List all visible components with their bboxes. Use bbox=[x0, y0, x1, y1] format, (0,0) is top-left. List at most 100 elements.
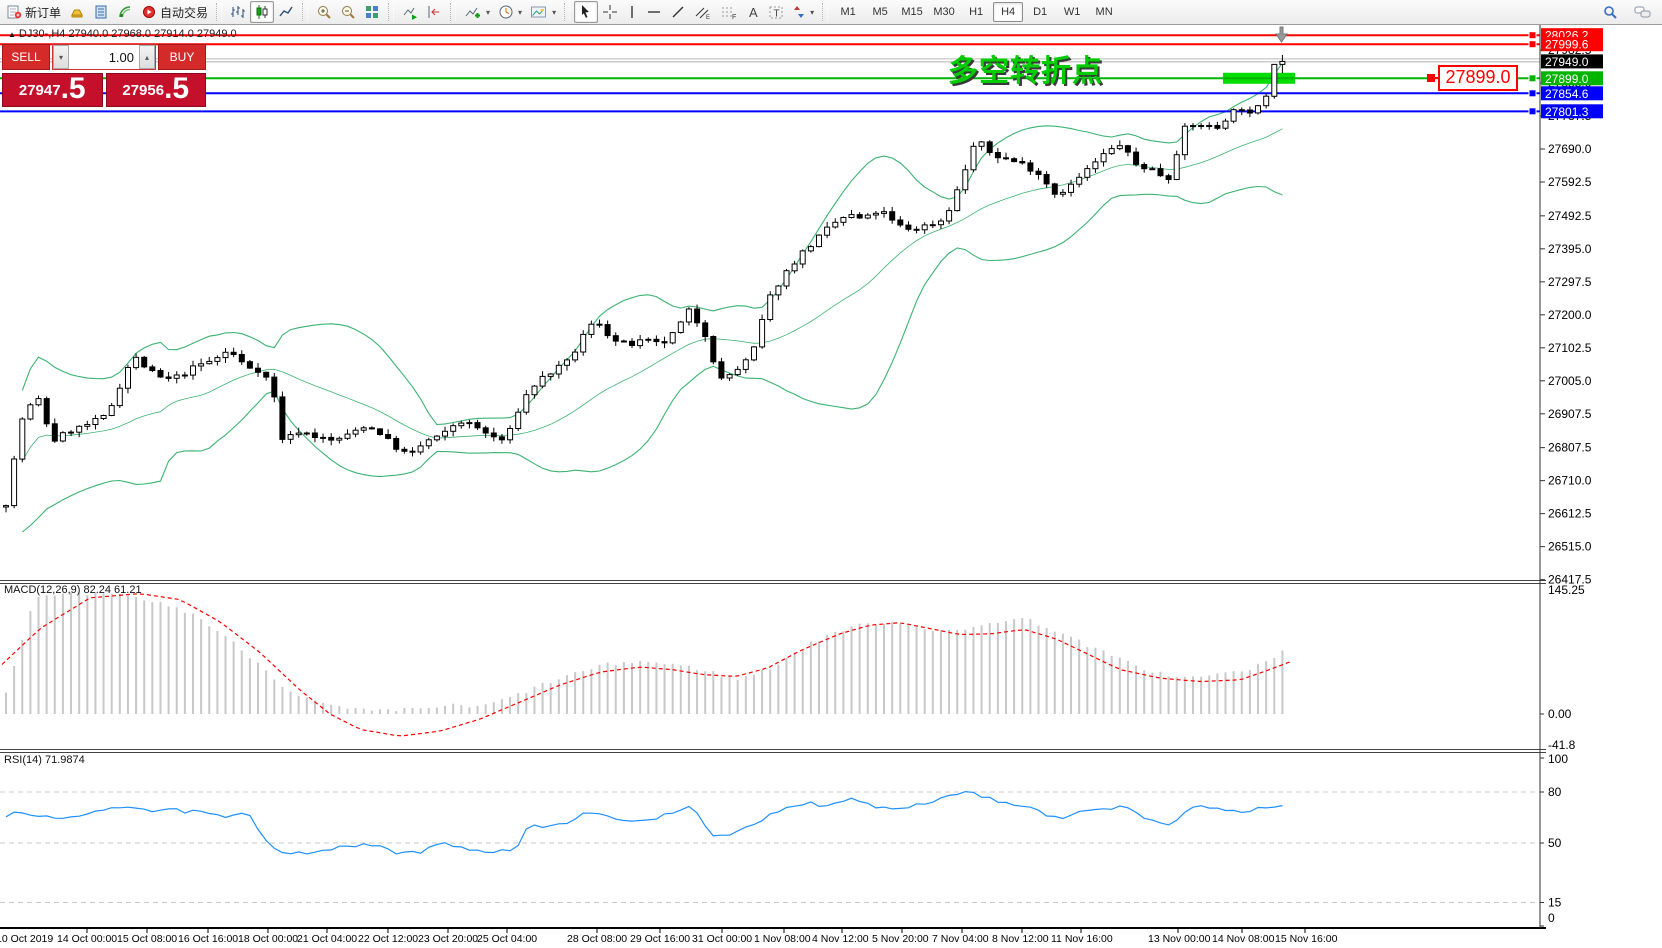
timeframe-d1[interactable]: D1 bbox=[1033, 6, 1048, 18]
auto-scroll-button[interactable] bbox=[398, 1, 422, 23]
profiles-button[interactable] bbox=[65, 1, 89, 23]
timeframe-m30[interactable]: M30 bbox=[933, 6, 955, 18]
sell-button[interactable]: SELL bbox=[2, 44, 50, 70]
macd-indicator-label: MACD(12,26,9) 82.24 61.21 bbox=[4, 584, 142, 596]
svg-text:26612.5: 26612.5 bbox=[1548, 507, 1592, 521]
symbol-marker-icon: ▲ bbox=[8, 30, 16, 39]
autotrading-button[interactable]: 自动交易 bbox=[137, 1, 212, 23]
volume-input[interactable]: 1.00 bbox=[69, 45, 139, 69]
toolbar-grip bbox=[388, 3, 395, 21]
autotrading-icon bbox=[141, 4, 157, 20]
svg-text:27297.5: 27297.5 bbox=[1548, 275, 1592, 289]
line-chart-button[interactable] bbox=[274, 1, 298, 23]
svg-text:28 Oct 08:00: 28 Oct 08:00 bbox=[567, 933, 627, 945]
toolbar-grip bbox=[450, 3, 457, 21]
bar-chart-button[interactable] bbox=[226, 1, 250, 23]
tile-windows-button[interactable] bbox=[360, 1, 384, 23]
templates-button[interactable]: ▾ bbox=[526, 1, 560, 23]
rsi-pane bbox=[0, 790, 1540, 903]
zoom-in-button[interactable] bbox=[312, 1, 336, 23]
toolbar-grip bbox=[302, 3, 309, 21]
down-arrow-object bbox=[1275, 26, 1288, 43]
svg-text:8 Nov 12:00: 8 Nov 12:00 bbox=[992, 933, 1049, 945]
timeframe-h1[interactable]: H1 bbox=[969, 6, 984, 18]
svg-text:21 Oct 04:00: 21 Oct 04:00 bbox=[297, 933, 357, 945]
zoom-out-button[interactable] bbox=[336, 1, 360, 23]
price-axis: 27982.527885.027787.527690.027592.527492… bbox=[1427, 24, 1662, 948]
timeframe-m1[interactable]: M1 bbox=[840, 6, 856, 18]
bollinger-bands bbox=[21, 62, 1283, 533]
svg-text:27949.0: 27949.0 bbox=[1545, 55, 1589, 69]
timeframe-mn[interactable]: MN bbox=[1095, 6, 1113, 18]
timeframe-w1[interactable]: W1 bbox=[1063, 6, 1081, 18]
svg-text:80: 80 bbox=[1548, 785, 1562, 799]
vertical-line-button[interactable] bbox=[622, 1, 642, 23]
signals-icon bbox=[117, 4, 133, 20]
search-icon[interactable] bbox=[1598, 1, 1622, 23]
channel-button[interactable]: E bbox=[690, 1, 716, 23]
svg-text:27395.0: 27395.0 bbox=[1548, 242, 1592, 256]
cursor-button[interactable] bbox=[574, 1, 599, 23]
svg-text:15 Nov 16:00: 15 Nov 16:00 bbox=[1275, 933, 1338, 945]
svg-text:23 Oct 20:00: 23 Oct 20:00 bbox=[418, 933, 478, 945]
svg-text:14 Nov 08:00: 14 Nov 08:00 bbox=[1212, 933, 1275, 945]
chat-icon[interactable] bbox=[1630, 1, 1656, 23]
new-order-button[interactable]: 新订单 bbox=[2, 1, 65, 23]
rsi-indicator-label: RSI(14) 71.9874 bbox=[4, 754, 85, 766]
trendline-button[interactable] bbox=[666, 1, 690, 23]
periods-button[interactable]: ▾ bbox=[494, 1, 526, 23]
horizontal-line-button[interactable] bbox=[642, 1, 666, 23]
fibonacci-button[interactable]: F bbox=[716, 1, 742, 23]
chart-header-text: DJ30-,H4 27940.0 27968.0 27914.0 27949.0 bbox=[18, 28, 237, 40]
svg-text:27690.0: 27690.0 bbox=[1548, 142, 1592, 156]
chart-canvas[interactable]: 27982.527885.027787.527690.027592.527492… bbox=[0, 24, 1662, 948]
svg-text:16 Oct 16:00: 16 Oct 16:00 bbox=[178, 933, 238, 945]
autotrading-label: 自动交易 bbox=[160, 5, 209, 20]
buy-button[interactable]: BUY bbox=[158, 44, 206, 70]
svg-text:E: E bbox=[706, 15, 710, 20]
market-watch-button[interactable] bbox=[89, 1, 113, 23]
market-watch-icon bbox=[93, 4, 109, 20]
timeframe-h4[interactable]: H4 bbox=[993, 2, 1024, 22]
text-button[interactable]: A bbox=[742, 1, 764, 23]
dropdown-caret: ▾ bbox=[552, 7, 557, 17]
toolbar-group-objects: E F A T ▾ bbox=[572, 1, 820, 23]
svg-text:100: 100 bbox=[1548, 752, 1568, 766]
svg-text:13 Nov 00:00: 13 Nov 00:00 bbox=[1148, 933, 1211, 945]
buy-price-box[interactable]: 27956.5 bbox=[105, 73, 206, 107]
price-callout-label[interactable]: 27899.0 bbox=[1438, 65, 1518, 91]
volume-spinner: ▾ 1.00 ▴ bbox=[52, 44, 156, 70]
indicators-button[interactable]: ▾ bbox=[460, 1, 494, 23]
timeframe-m5[interactable]: M5 bbox=[872, 6, 888, 18]
sell-price-box[interactable]: 27947.5 bbox=[2, 73, 103, 107]
timeframe-m15[interactable]: M15 bbox=[901, 6, 923, 18]
chart-shift-button[interactable] bbox=[422, 1, 446, 23]
toolbar-group-scroll bbox=[396, 1, 448, 23]
text-label-button[interactable]: T bbox=[764, 1, 788, 23]
profiles-icon bbox=[69, 4, 85, 20]
arrows-button[interactable]: ▾ bbox=[788, 1, 818, 23]
sell-price-frac: .5 bbox=[60, 72, 86, 105]
volume-increase-button[interactable]: ▴ bbox=[139, 45, 155, 69]
svg-text:50: 50 bbox=[1548, 836, 1562, 850]
svg-text:T: T bbox=[774, 9, 780, 20]
svg-text:F: F bbox=[732, 14, 736, 20]
crosshair-button[interactable] bbox=[598, 1, 622, 23]
volume-decrease-button[interactable]: ▾ bbox=[53, 45, 69, 69]
svg-text:29 Oct 16:00: 29 Oct 16:00 bbox=[630, 933, 690, 945]
svg-text:31 Oct 00:00: 31 Oct 00:00 bbox=[692, 933, 752, 945]
svg-text:145.25: 145.25 bbox=[1548, 583, 1585, 597]
svg-text:18 Oct 00:00: 18 Oct 00:00 bbox=[238, 933, 298, 945]
signals-button[interactable] bbox=[113, 1, 137, 23]
svg-text:10 Oct 2019: 10 Oct 2019 bbox=[0, 933, 53, 945]
toolbar-grip bbox=[822, 3, 829, 21]
svg-text:27999.6: 27999.6 bbox=[1545, 38, 1589, 52]
svg-text:1 Nov 08:00: 1 Nov 08:00 bbox=[754, 933, 811, 945]
new-order-label: 新订单 bbox=[25, 5, 62, 20]
chart-header: ▲ DJ30-,H4 27940.0 27968.0 27914.0 27949.… bbox=[8, 28, 237, 40]
new-order-icon bbox=[6, 4, 22, 20]
candlestick-chart-button[interactable] bbox=[250, 1, 275, 23]
one-click-trading-panel: SELL ▾ 1.00 ▴ BUY 27947.5 27956.5 bbox=[2, 44, 206, 107]
price-callout-anchor bbox=[1427, 74, 1435, 82]
svg-text:27592.5: 27592.5 bbox=[1548, 175, 1592, 189]
